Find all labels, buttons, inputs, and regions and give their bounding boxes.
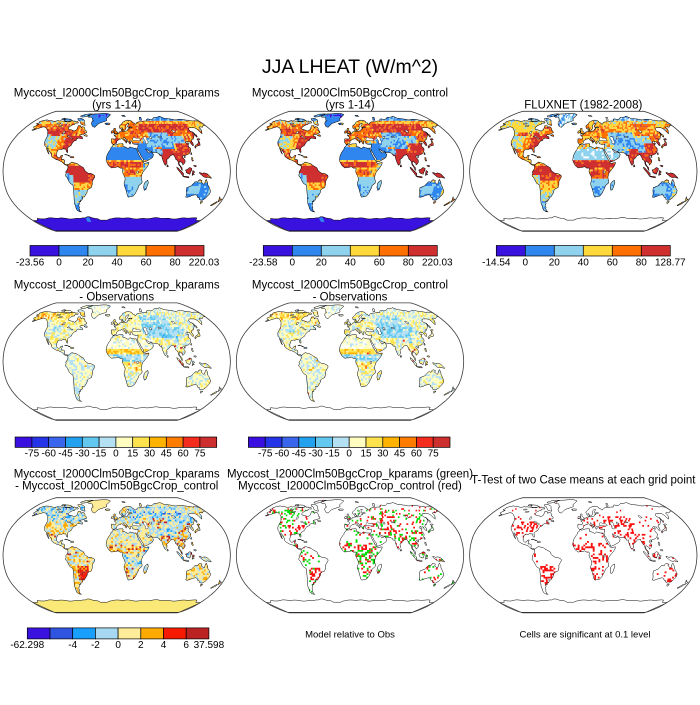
svg-text:Myccost_I2000Clm50BgcCrop_kpar: Myccost_I2000Clm50BgcCrop_kparams: [14, 88, 220, 100]
svg-text:0: 0: [346, 449, 352, 460]
svg-text:80: 80: [169, 258, 181, 269]
svg-text:4: 4: [161, 640, 167, 651]
svg-text:45: 45: [394, 449, 406, 460]
svg-text:40: 40: [345, 258, 357, 269]
svg-text:20: 20: [82, 258, 94, 269]
svg-text:-60: -60: [275, 449, 290, 460]
svg-text:Myccost_I2000Clm50BgcCrop_kpar: Myccost_I2000Clm50BgcCrop_kparams: [14, 280, 220, 292]
svg-text:T-Test of two Case means at ea: T-Test of two Case means at each grid po…: [471, 475, 696, 487]
svg-text:-4: -4: [68, 640, 77, 651]
svg-text:60: 60: [140, 258, 152, 269]
svg-text:-75: -75: [258, 449, 273, 460]
svg-text:Model relative to Obs: Model relative to Obs: [305, 630, 395, 641]
svg-text:Myccost_I2000Clm50BgcCrop_cont: Myccost_I2000Clm50BgcCrop_control (red): [238, 481, 462, 493]
svg-text:-23.56: -23.56: [16, 258, 45, 269]
svg-text:-15: -15: [92, 449, 107, 460]
svg-text:20: 20: [549, 258, 561, 269]
svg-text:(yrs 1-14): (yrs 1-14): [325, 100, 374, 112]
svg-text:45: 45: [161, 449, 173, 460]
svg-text:30: 30: [144, 449, 156, 460]
svg-text:60: 60: [411, 449, 423, 460]
svg-text:40: 40: [578, 258, 590, 269]
svg-text:-45: -45: [58, 449, 73, 460]
svg-text:6: 6: [183, 640, 189, 651]
svg-text:-60: -60: [41, 449, 56, 460]
svg-text:-75: -75: [25, 449, 40, 460]
svg-text:Myccost_I2000Clm50BgcCrop_kpar: Myccost_I2000Clm50BgcCrop_kparams: [14, 469, 220, 481]
svg-text:128.77: 128.77: [655, 258, 686, 269]
svg-text:37.598: 37.598: [194, 640, 225, 651]
svg-text:-45: -45: [292, 449, 307, 460]
svg-text:15: 15: [127, 449, 139, 460]
svg-text:JJA LHEAT (W/m^2): JJA LHEAT (W/m^2): [262, 56, 438, 78]
svg-text:30: 30: [377, 449, 389, 460]
svg-text:0: 0: [56, 258, 62, 269]
svg-text:40: 40: [111, 258, 123, 269]
svg-text:- Myccost_I2000Clm50BgcCrop_co: - Myccost_I2000Clm50BgcCrop_control: [15, 481, 218, 493]
svg-text:-62.298: -62.298: [10, 640, 44, 651]
svg-text:15: 15: [360, 449, 372, 460]
svg-text:0: 0: [113, 449, 119, 460]
svg-text:0: 0: [115, 640, 121, 651]
svg-text:- Observations: - Observations: [313, 292, 388, 304]
svg-text:0: 0: [290, 258, 296, 269]
svg-text:220.03: 220.03: [422, 258, 453, 269]
svg-text:60: 60: [607, 258, 619, 269]
svg-text:80: 80: [636, 258, 648, 269]
svg-text:Myccost_I2000Clm50BgcCrop_cont: Myccost_I2000Clm50BgcCrop_control: [252, 88, 448, 100]
svg-text:-2: -2: [91, 640, 100, 651]
svg-text:-30: -30: [75, 449, 90, 460]
svg-text:-15: -15: [325, 449, 340, 460]
svg-text:80: 80: [403, 258, 415, 269]
svg-text:Myccost_I2000Clm50BgcCrop_kpar: Myccost_I2000Clm50BgcCrop_kparams (green…: [227, 469, 473, 481]
svg-text:75: 75: [194, 449, 206, 460]
svg-text:FLUXNET (1982-2008): FLUXNET (1982-2008): [524, 100, 642, 112]
svg-text:20: 20: [316, 258, 328, 269]
svg-text:- Observations: - Observations: [79, 292, 154, 304]
svg-text:0: 0: [523, 258, 529, 269]
svg-text:Cells are significant at 0.1 l: Cells are significant at 0.1 level: [520, 630, 651, 641]
svg-text:60: 60: [178, 449, 190, 460]
svg-text:-23.58: -23.58: [249, 258, 278, 269]
svg-text:Myccost_I2000Clm50BgcCrop_cont: Myccost_I2000Clm50BgcCrop_control: [252, 280, 448, 292]
svg-text:(yrs 1-14): (yrs 1-14): [92, 100, 141, 112]
svg-text:2: 2: [138, 640, 144, 651]
svg-text:220.03: 220.03: [189, 258, 220, 269]
svg-text:75: 75: [428, 449, 440, 460]
svg-text:-30: -30: [308, 449, 323, 460]
svg-text:-14.54: -14.54: [482, 258, 511, 269]
svg-text:60: 60: [374, 258, 386, 269]
